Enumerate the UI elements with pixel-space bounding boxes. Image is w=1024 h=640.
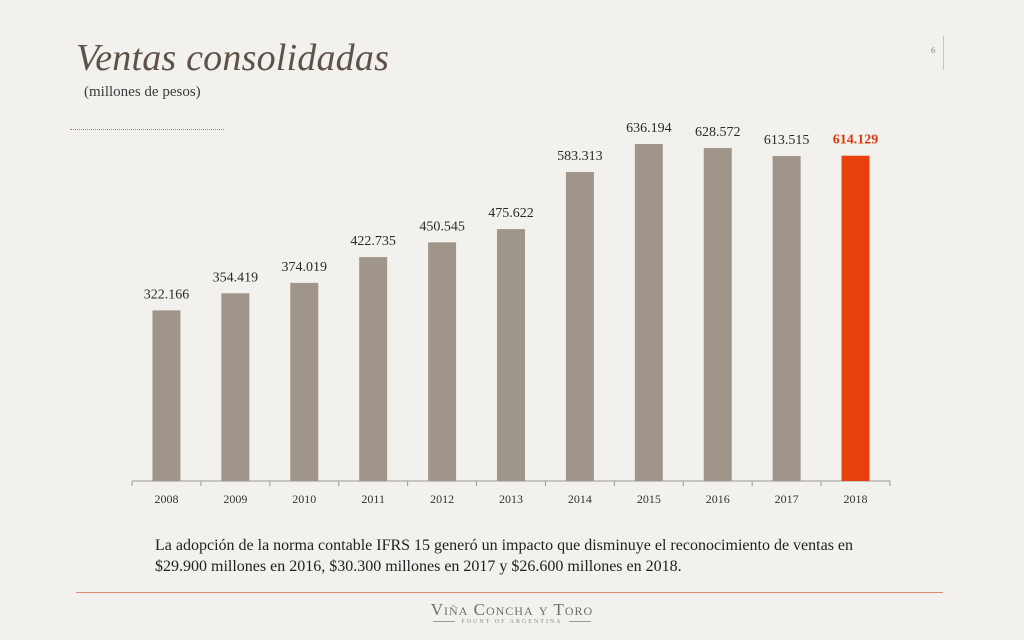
data-label-2009: 354.419 xyxy=(213,270,259,285)
bar-2009 xyxy=(221,293,250,481)
page-subtitle: (millones de pesos) xyxy=(84,84,201,100)
x-tick-label-2018: 2018 xyxy=(844,492,868,506)
bar-2010 xyxy=(290,282,319,481)
x-tick-label-2013: 2013 xyxy=(499,492,523,506)
data-label-2018: 614.129 xyxy=(833,133,879,148)
x-tick-label-2017: 2017 xyxy=(775,492,799,506)
data-label-2014: 583.313 xyxy=(557,149,603,164)
data-label-2013: 475.622 xyxy=(488,206,534,221)
x-tick-label-2011: 2011 xyxy=(361,492,385,506)
x-tick-label-2012: 2012 xyxy=(430,492,454,506)
data-label-2010: 374.019 xyxy=(282,260,328,275)
bar-2012 xyxy=(428,242,457,481)
bar-2013 xyxy=(497,229,525,481)
x-tick-label-2015: 2015 xyxy=(637,492,661,506)
title-divider xyxy=(70,129,224,130)
data-label-2011: 422.735 xyxy=(350,234,396,249)
data-label-2017: 613.515 xyxy=(764,133,810,148)
sales-bar-chart: 322.166 2008 354.419 2009 374.019 2010 422.735… xyxy=(131,121,891,506)
bar-2014 xyxy=(565,172,594,481)
logo-tagline: FOUNT OF ARGENTINA xyxy=(0,619,1024,625)
x-tick-label-2008: 2008 xyxy=(154,492,178,506)
logo-name: Viña Concha y Toro xyxy=(430,600,594,619)
x-tick-label-2009: 2009 xyxy=(223,492,247,506)
bar-2017 xyxy=(772,156,801,481)
x-tick-label-2014: 2014 xyxy=(568,492,592,506)
bar-2008 xyxy=(152,310,181,481)
data-label-2012: 450.545 xyxy=(419,219,465,234)
page-number-divider xyxy=(943,36,944,70)
data-label-2015: 636.194 xyxy=(626,121,672,136)
bar-2015 xyxy=(634,144,663,481)
ifrs-note: La adopción de la norma contable IFRS 15… xyxy=(155,537,854,575)
x-tick-label-2016: 2016 xyxy=(706,492,730,506)
page-title: Ventas consolidadas xyxy=(76,37,390,79)
page-number: 6 xyxy=(931,46,935,55)
footer-divider xyxy=(76,592,943,593)
logo-tagline-text: FOUNT OF ARGENTINA xyxy=(461,619,563,625)
x-tick-label-2010: 2010 xyxy=(292,492,316,506)
bar-2018 xyxy=(841,155,870,481)
bar-2016 xyxy=(703,148,732,481)
data-label-2008: 322.166 xyxy=(144,287,190,302)
company-logo: Viña Concha y Toro FOUNT OF ARGENTINA xyxy=(0,600,1024,625)
data-label-2016: 628.572 xyxy=(695,125,741,140)
bar-2011 xyxy=(359,257,388,481)
